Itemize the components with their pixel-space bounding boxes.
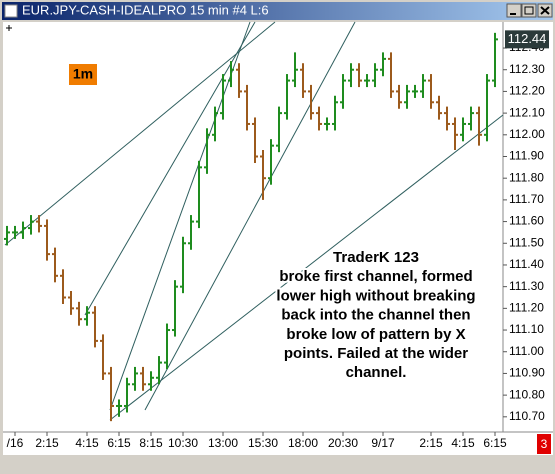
annotation-line: lower high without breaking — [276, 287, 475, 304]
trend-line — [109, 114, 504, 421]
annotation-line: broke first channel, formed — [279, 268, 472, 285]
plot-area — [3, 22, 553, 455]
y-tick-label: 111.10 — [509, 322, 544, 336]
y-tick-label: 111.20 — [509, 301, 544, 315]
x-tick-label: 8:15 — [139, 436, 163, 450]
x-tick-label: 9/17 — [371, 436, 395, 450]
y-tick-label: 111.40 — [509, 257, 544, 271]
annotation-line: points. Failed at the wider — [284, 345, 468, 362]
title-bar — [2, 2, 553, 20]
y-tick-label: 112.10 — [509, 105, 545, 119]
y-tick-label: 111.90 — [509, 149, 544, 163]
y-tick-label: 112.20 — [509, 84, 545, 98]
x-tick-label: 13:00 — [208, 436, 238, 450]
close-icon — [540, 6, 550, 15]
x-tick-label: 20:30 — [328, 436, 358, 450]
x-tick-label: 6:15 — [107, 436, 131, 450]
y-tick-label: 111.80 — [509, 170, 544, 184]
annotation-line: broke low of pattern by X — [286, 326, 465, 343]
y-tick-label: 112.00 — [509, 127, 545, 141]
last-price-box — [505, 30, 549, 49]
window-icon — [4, 4, 18, 18]
y-tick-label: 111.00 — [509, 344, 544, 358]
y-tick-label: 111.60 — [509, 214, 544, 228]
trend-line — [84, 21, 256, 316]
y-tick-label: 112.30 — [509, 62, 545, 76]
y-tick-label: 110.90 — [509, 366, 545, 380]
trend-line — [4, 21, 276, 246]
maximize-button[interactable] — [521, 3, 537, 18]
annotation: TraderK 123 broke first channel, formed lo… — [274, 247, 477, 383]
last-price-label: 112.44 — [508, 31, 547, 46]
crosshair-icon — [6, 25, 12, 31]
timeframe-badge — [69, 64, 97, 85]
y-tick-label: 111.70 — [509, 192, 544, 206]
window-title: EUR.JPY-CASH-IDEALPRO 15 min #4 L:6 — [22, 2, 269, 17]
annotation-line: TraderK 123 — [333, 249, 419, 266]
annotation-line: back into the channel then — [281, 307, 470, 324]
x-tick-label: 4:15 — [75, 436, 99, 450]
x-tick-label: 2:15 — [419, 436, 443, 450]
maximize-icon — [524, 6, 534, 15]
x-tick-label: 6:15 — [483, 436, 507, 450]
x-tick-label: 15:30 — [248, 436, 278, 450]
trend-line — [109, 21, 251, 411]
y-tick-label: 111.30 — [509, 279, 544, 293]
x-tick-label: 2:15 — [35, 436, 59, 450]
x-tick-label: 4:15 — [451, 436, 475, 450]
minimize-button[interactable] — [506, 3, 522, 18]
x-tick-label: 18:00 — [288, 436, 318, 450]
x-tick-label: /16 — [7, 436, 24, 450]
x-tick-label: 10:30 — [168, 436, 198, 450]
y-tick-label: 110.70 — [509, 409, 545, 423]
annotation-line: channel. — [346, 364, 407, 381]
timeframe-label: 1m — [73, 66, 93, 82]
y-tick-label: 110.80 — [509, 387, 545, 401]
corner-badge-label: 3 — [541, 437, 548, 451]
corner-badge — [537, 434, 551, 454]
trend-line — [144, 21, 356, 411]
y-tick-label: 111.50 — [509, 235, 544, 249]
